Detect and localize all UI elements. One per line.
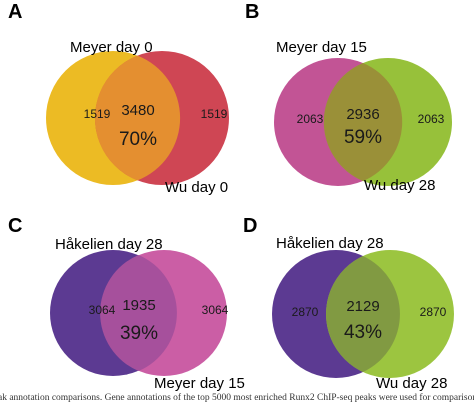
overlap-count: 2129 — [346, 298, 379, 315]
venn-overlap-region — [100, 255, 177, 371]
right-only-count: 1519 — [201, 107, 228, 121]
right-only-count: 2063 — [418, 112, 445, 126]
left-set-label: Håkelien day 28 — [55, 236, 163, 253]
left-set-label: Meyer day 0 — [70, 39, 153, 56]
panel-d: D Håkelien day 28 Wu day 28 2870 2129 28… — [243, 215, 454, 392]
left-only-count: 2063 — [297, 112, 324, 126]
overlap-count: 3480 — [121, 102, 154, 119]
right-set-label: Wu day 28 — [364, 177, 435, 194]
panel-c: C Håkelien day 28 Meyer day 15 3064 1935… — [8, 215, 245, 392]
left-only-count: 1519 — [84, 107, 111, 121]
right-only-count: 3064 — [202, 303, 229, 317]
venn-overlap-region — [94, 55, 181, 181]
left-only-count: 2870 — [292, 305, 319, 319]
panel-letter: A — [8, 1, 22, 23]
figure-caption: ak annotation comparisons. Gene annotati… — [0, 393, 474, 403]
panel-letter: C — [8, 215, 22, 237]
venn-overlap-region — [323, 63, 403, 181]
overlap-count: 2936 — [346, 106, 379, 123]
venn-overlap-region — [326, 256, 400, 372]
overlap-percent: 39% — [120, 323, 158, 344]
right-set-label: Wu day 28 — [376, 375, 447, 392]
panel-b: B Meyer day 15 Wu day 28 2063 2936 2063 … — [245, 1, 452, 194]
left-set-label: Håkelien day 28 — [276, 235, 384, 252]
overlap-percent: 59% — [344, 127, 382, 148]
overlap-percent: 43% — [344, 322, 382, 343]
panel-letter: D — [243, 215, 257, 237]
panel-letter: B — [245, 1, 259, 23]
overlap-count: 1935 — [122, 297, 155, 314]
panel-a: A Meyer day 0 Wu day 0 1519 3480 1519 70… — [8, 1, 229, 196]
left-set-label: Meyer day 15 — [276, 39, 367, 56]
right-set-label: Wu day 0 — [165, 179, 228, 196]
left-only-count: 3064 — [89, 303, 116, 317]
right-only-count: 2870 — [420, 305, 447, 319]
overlap-percent: 70% — [119, 129, 157, 150]
right-set-label: Meyer day 15 — [154, 375, 245, 392]
